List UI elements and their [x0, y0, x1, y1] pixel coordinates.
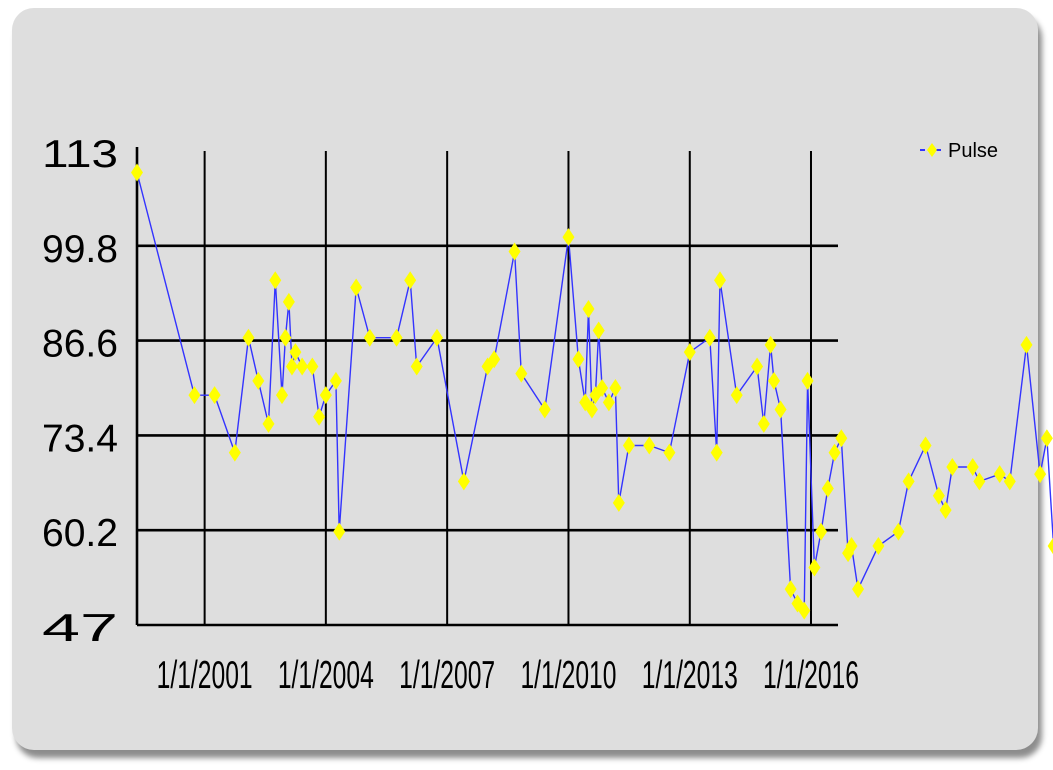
data-point — [282, 292, 295, 311]
data-point — [208, 386, 221, 405]
data-point — [1040, 429, 1053, 448]
data-point — [319, 386, 332, 405]
data-point — [582, 300, 595, 318]
data-point — [730, 386, 743, 405]
data-point — [714, 271, 727, 290]
data-point — [835, 429, 848, 448]
y-tick-label: 86.6 — [42, 323, 118, 366]
data-point — [350, 278, 363, 297]
data-point — [892, 522, 905, 541]
data-point — [252, 371, 265, 390]
data-point — [703, 328, 716, 347]
data-point — [228, 443, 241, 462]
data-point — [1020, 335, 1033, 354]
y-tick-label: 113 — [42, 133, 118, 176]
data-point — [572, 350, 585, 369]
data-point — [306, 357, 319, 376]
data-point — [596, 379, 609, 397]
data-point — [457, 472, 470, 491]
data-point — [562, 228, 575, 247]
data-point — [757, 414, 770, 433]
data-point — [612, 493, 625, 512]
data-point — [710, 443, 723, 462]
data-point — [188, 386, 201, 405]
data-point — [643, 436, 656, 455]
data-point — [939, 501, 952, 520]
data-point — [845, 537, 858, 555]
data-point — [764, 335, 777, 354]
data-point — [993, 465, 1006, 484]
data-point — [683, 343, 696, 362]
y-tick-label: 73.4 — [42, 417, 118, 460]
x-tick-label: 1/1/2004 — [278, 654, 374, 697]
legend-label: Pulse — [948, 140, 998, 162]
data-point — [279, 328, 292, 347]
data-point — [966, 458, 979, 476]
y-tick-label: 99.8 — [42, 228, 118, 271]
data-point — [852, 580, 865, 599]
data-point — [946, 458, 959, 476]
data-point — [515, 364, 528, 383]
data-point — [609, 379, 622, 397]
data-point — [592, 321, 605, 340]
data-point — [313, 407, 326, 426]
data-point — [973, 472, 986, 491]
data-point — [622, 436, 635, 455]
data-point — [585, 400, 598, 419]
data-point — [768, 371, 781, 390]
data-point — [808, 558, 821, 577]
data-point — [488, 350, 501, 369]
data-point — [508, 242, 521, 261]
data-point — [131, 163, 143, 182]
data-point — [296, 357, 309, 376]
y-tick-label: 47 — [42, 607, 118, 650]
data-point — [329, 371, 342, 390]
x-tick-label: 1/1/2001 — [157, 654, 253, 697]
data-point — [751, 357, 764, 376]
data-point — [801, 371, 814, 390]
data-point — [269, 271, 282, 290]
data-point — [798, 601, 811, 620]
data-point — [410, 357, 423, 376]
data-point — [902, 472, 915, 491]
data-point — [663, 443, 676, 462]
data-point — [774, 400, 787, 419]
x-tick-label: 1/1/2010 — [520, 654, 616, 697]
data-point — [602, 393, 615, 412]
data-point — [390, 328, 403, 347]
data-point — [784, 580, 797, 599]
y-tick-label: 60.2 — [42, 512, 118, 555]
data-point — [872, 537, 885, 555]
data-point — [821, 479, 834, 498]
data-point — [363, 328, 376, 347]
data-point — [262, 414, 275, 433]
data-point — [815, 522, 828, 541]
data-point — [404, 271, 417, 290]
x-tick-label: 1/1/2013 — [642, 654, 738, 697]
x-tick-label: 1/1/2016 — [763, 654, 859, 697]
data-point — [932, 486, 945, 505]
data-point — [430, 328, 443, 347]
data-point — [1047, 537, 1053, 555]
data-point — [285, 357, 298, 376]
data-point — [538, 400, 551, 419]
data-point — [276, 386, 289, 405]
legend-marker — [927, 143, 937, 157]
data-point — [919, 436, 932, 455]
data-point — [828, 443, 841, 462]
data-point — [289, 343, 302, 362]
x-tick-label: 1/1/2007 — [399, 654, 495, 697]
data-point — [333, 522, 346, 541]
data-point — [242, 328, 255, 347]
data-point — [1003, 472, 1016, 491]
data-point — [1034, 465, 1047, 484]
